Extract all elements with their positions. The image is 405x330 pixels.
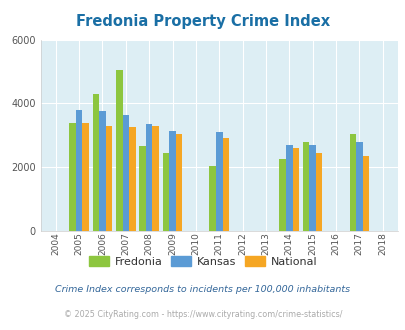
Bar [355,142,362,231]
Bar [145,124,152,231]
Bar [209,166,215,231]
Bar [285,145,292,231]
Bar [122,115,129,231]
Bar [222,139,228,231]
Bar [105,126,112,231]
Text: Crime Index corresponds to incidents per 100,000 inhabitants: Crime Index corresponds to incidents per… [55,285,350,294]
Bar [92,94,99,231]
Bar [315,153,322,231]
Bar [215,132,222,231]
Bar [139,147,145,231]
Bar [169,130,175,231]
Text: © 2025 CityRating.com - https://www.cityrating.com/crime-statistics/: © 2025 CityRating.com - https://www.city… [64,310,341,319]
Bar [76,110,82,231]
Bar [152,126,159,231]
Bar [175,134,182,231]
Bar [292,148,298,231]
Bar [99,112,105,231]
Bar [279,159,285,231]
Bar [129,127,135,231]
Text: Fredonia Property Crime Index: Fredonia Property Crime Index [76,14,329,29]
Bar [309,145,315,231]
Bar [162,153,169,231]
Bar [349,134,355,231]
Bar [116,70,122,231]
Bar [302,142,309,231]
Bar [362,156,368,231]
Legend: Fredonia, Kansas, National: Fredonia, Kansas, National [84,251,321,271]
Bar [82,122,89,231]
Bar [69,122,76,231]
